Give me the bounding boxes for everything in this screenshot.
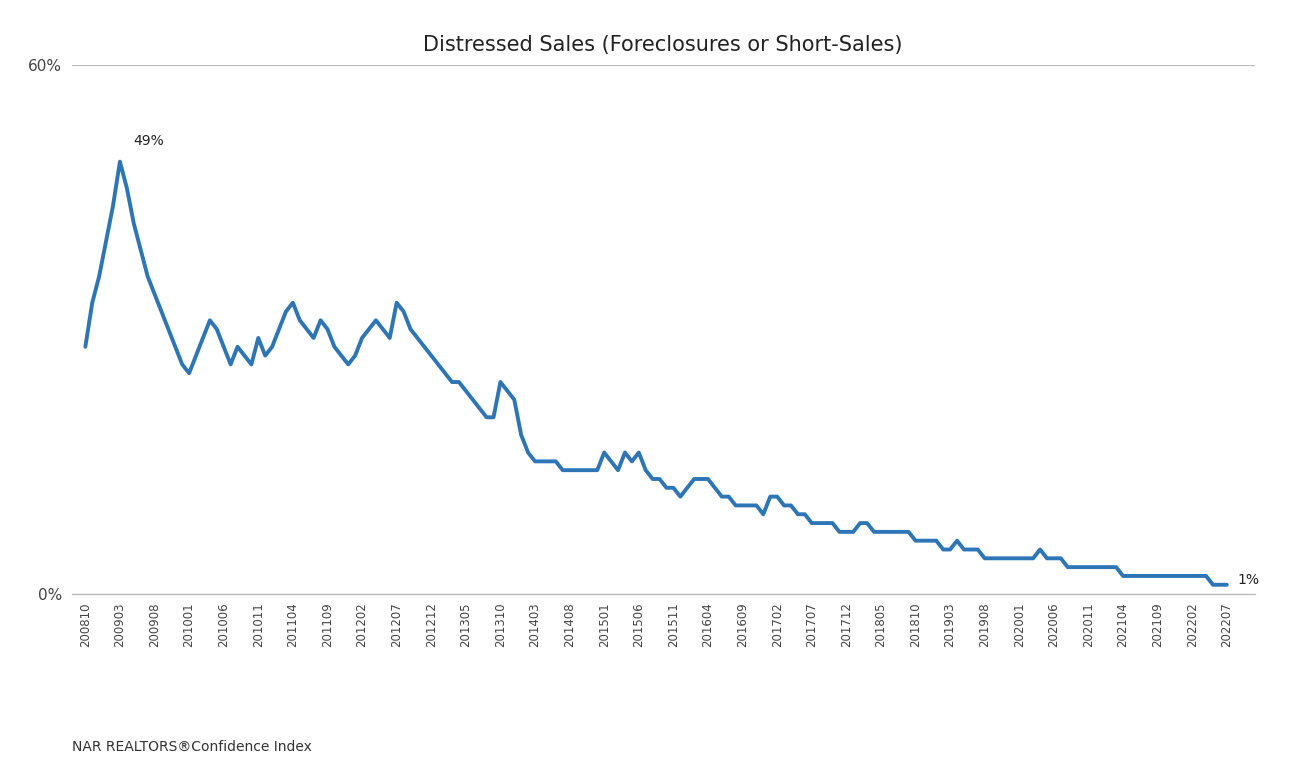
Text: 49%: 49% [134,135,165,148]
Text: NAR REALTORS®Confidence Index: NAR REALTORS®Confidence Index [72,740,312,753]
Text: 1%: 1% [1238,573,1260,587]
Title: Distressed Sales (Foreclosures or Short-Sales): Distressed Sales (Foreclosures or Short-… [424,35,902,55]
